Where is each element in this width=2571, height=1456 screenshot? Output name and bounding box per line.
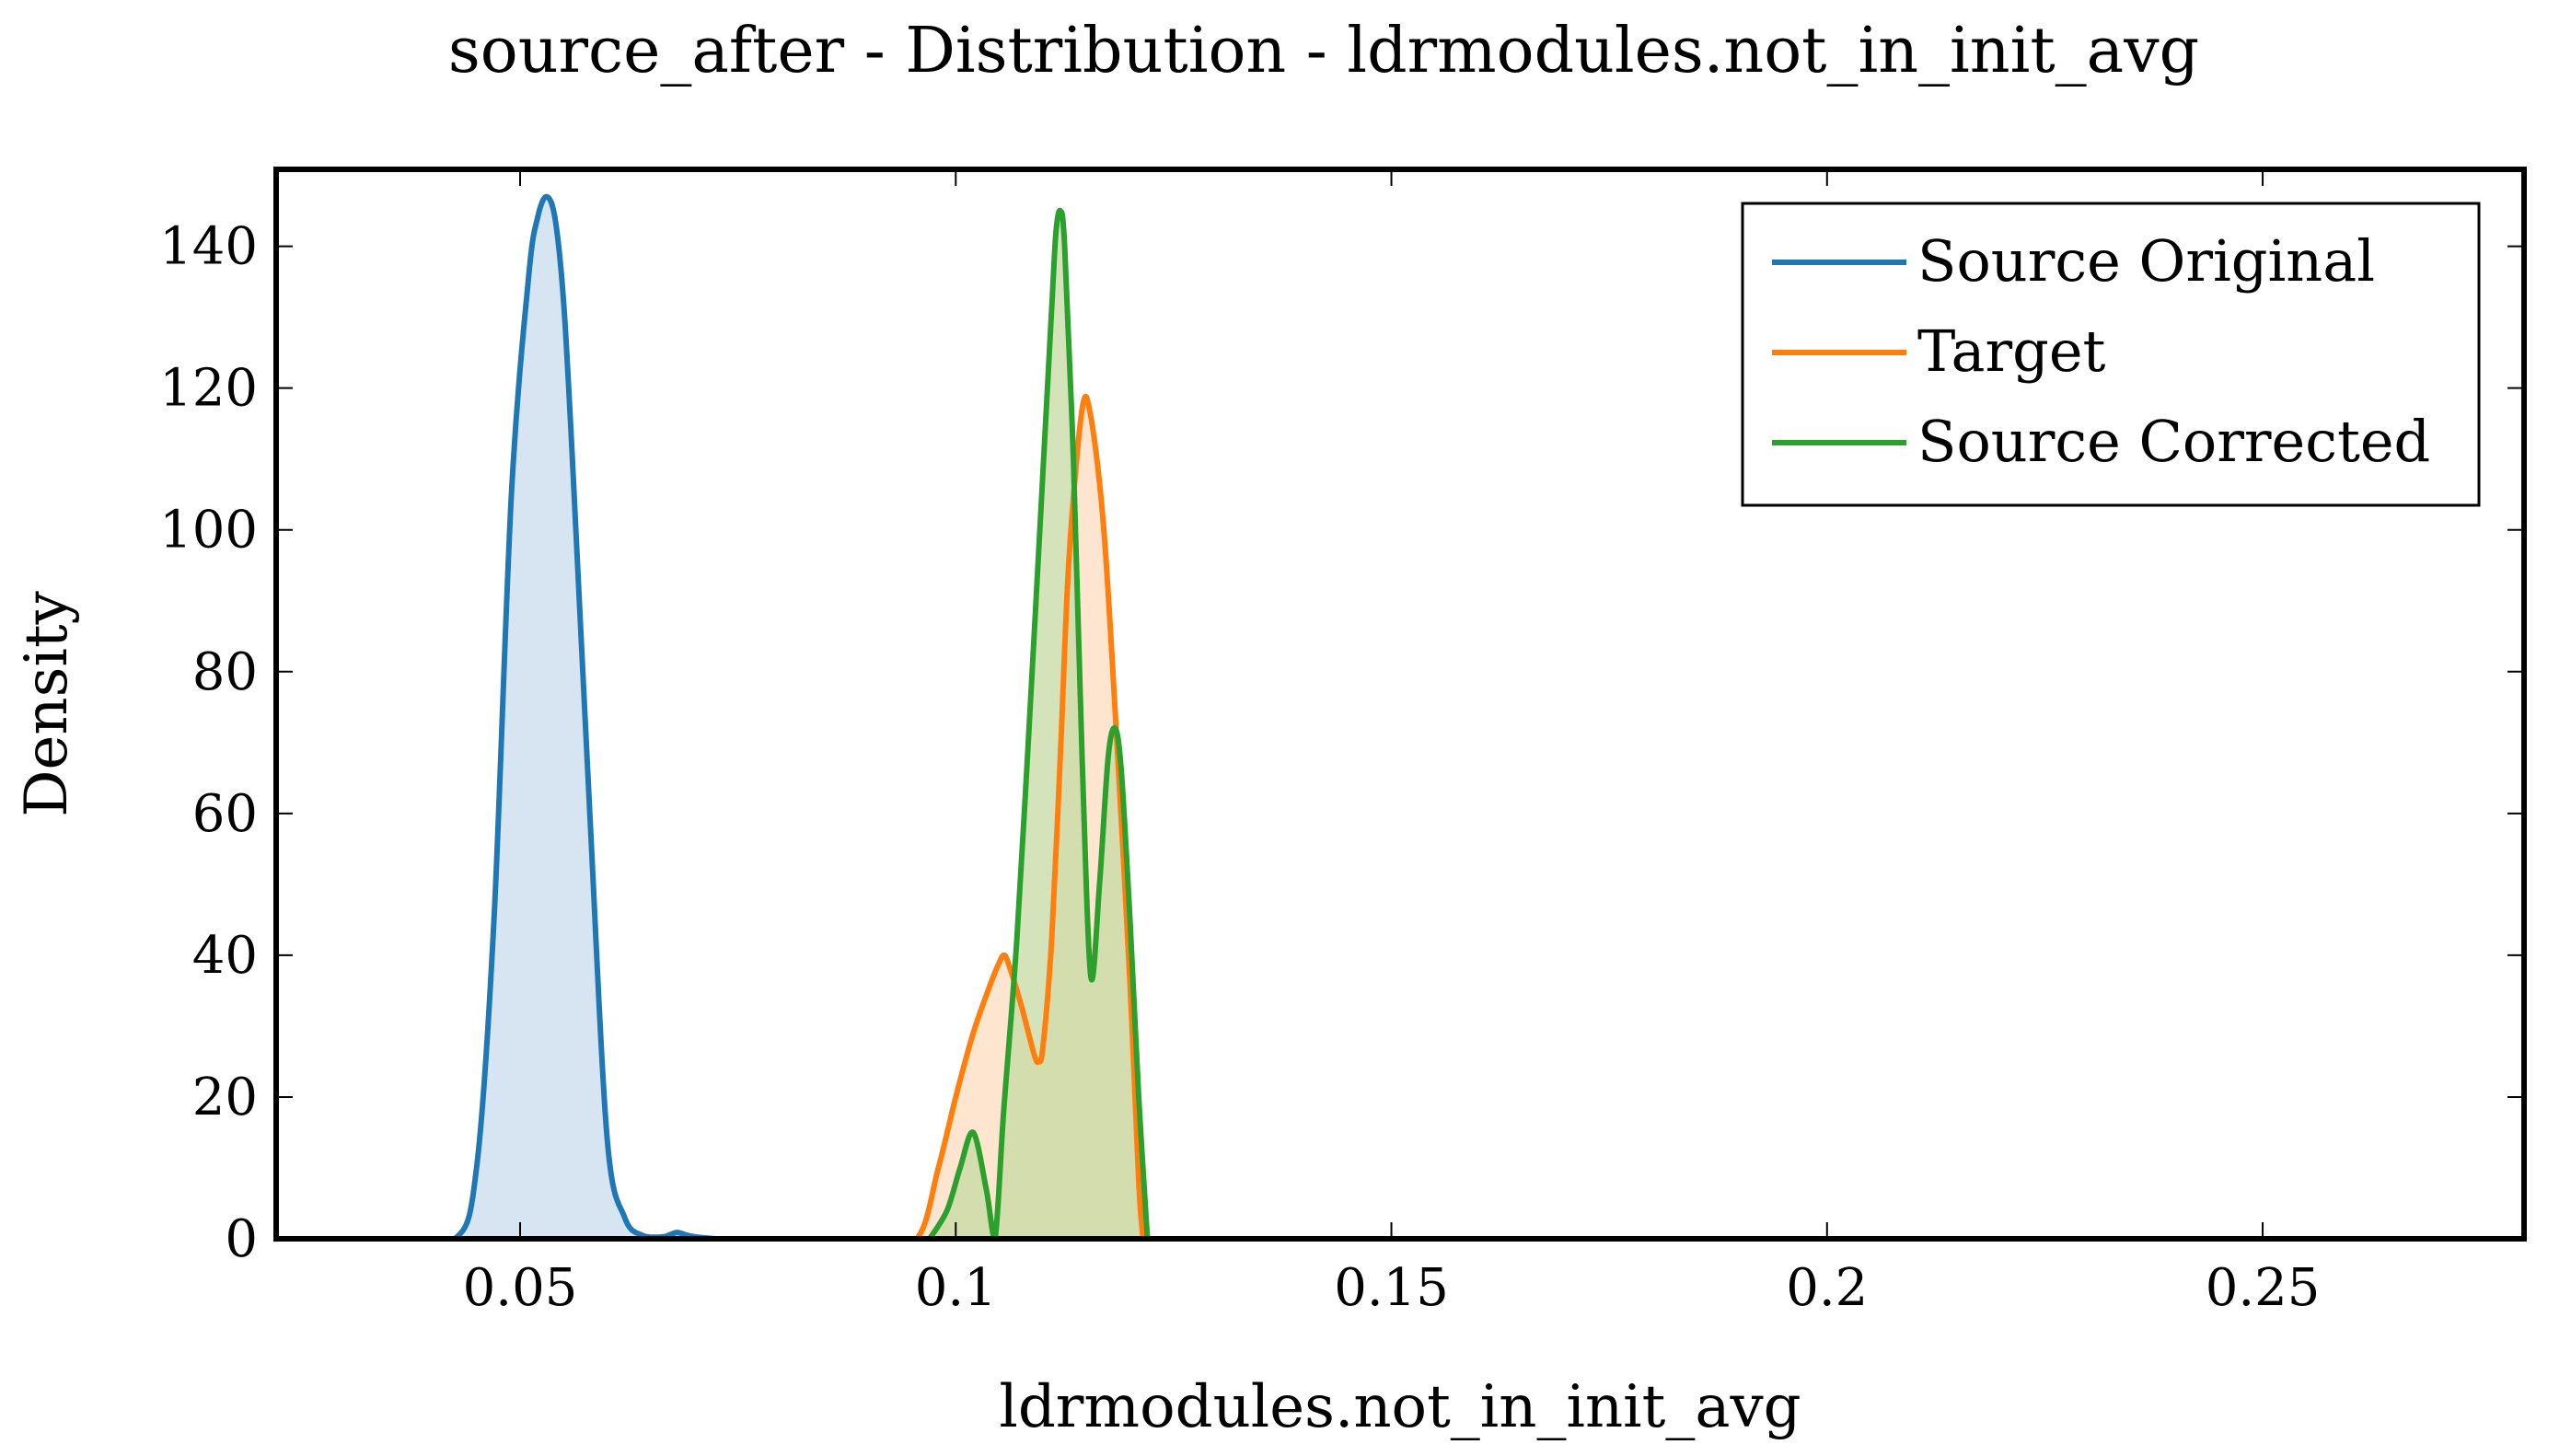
density-line-series-3 [926,207,1151,1239]
y-tick-label: 20 [192,1068,258,1127]
axis-ticks: 0.05 0.1 0.15 0.2 0.25 0 20 40 60 80 100 120 140 [159,169,2524,1318]
legend-entry-label: Source Corrected [1917,408,2430,475]
y-tick-label: 0 [225,1209,258,1269]
x-axis-label: ldrmodules.not_in_init_avg [999,1373,1801,1441]
x-tick-label: 0.25 [2206,1258,2321,1318]
x-tick-label: 0.15 [1334,1258,1449,1318]
plot-frame [273,167,2527,1242]
x-tick-label: 0.2 [1786,1258,1868,1318]
y-tick-label: 60 [192,784,258,844]
x-tick-label: 0.05 [463,1258,578,1318]
y-tick-label: 80 [192,642,258,702]
x-tick-label: 0.1 [915,1258,997,1318]
y-tick-label: 40 [192,926,258,986]
legend-entry-label: Target [1917,318,2106,385]
y-tick-label: 120 [159,359,258,419]
y-tick-label: 140 [159,217,258,277]
area-fill-series-1 [389,196,738,1239]
legend: Source Original Target Source Corrected [1741,202,2481,507]
y-tick-label: 100 [159,501,258,560]
legend-entry-label: Source Original [1917,227,2375,295]
y-axis-label: Density [13,591,81,817]
chart-title: source_after - Distribution - ldrmodules… [448,15,2199,87]
